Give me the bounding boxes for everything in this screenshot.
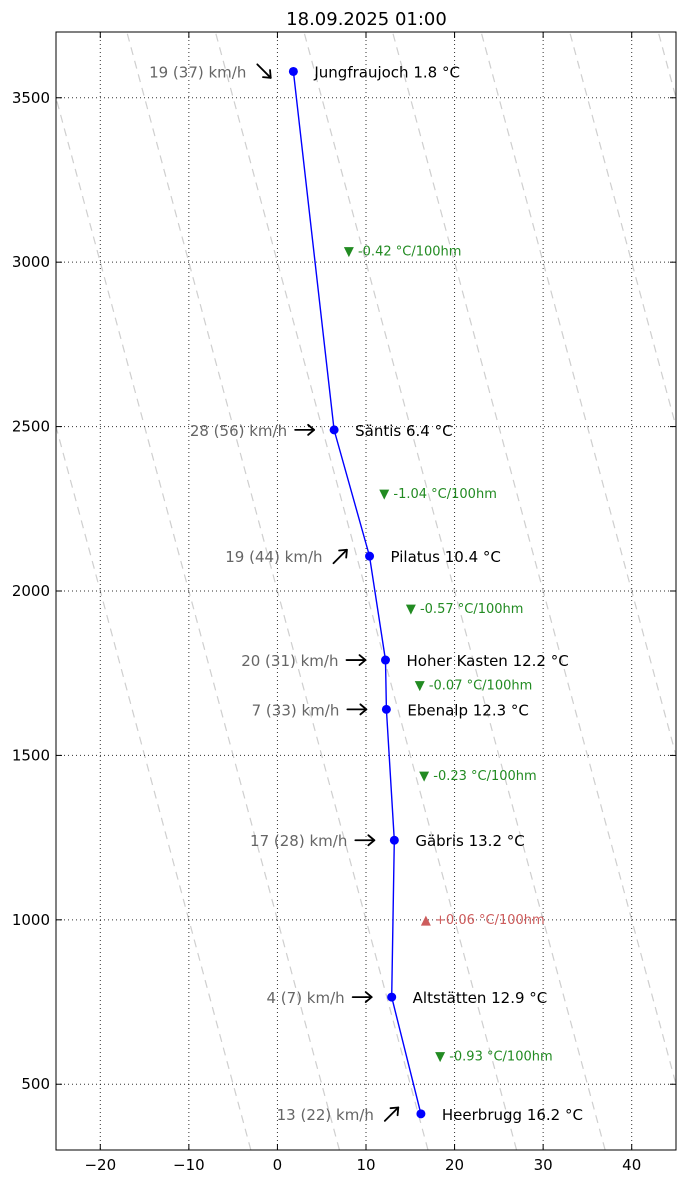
wind-arrow-icon	[256, 63, 272, 79]
wind-label: 19 (37) km/h	[149, 63, 246, 81]
station-label: Gäbris 13.2 °C	[415, 832, 524, 850]
station-label: Altstätten 12.9 °C	[413, 989, 548, 1007]
x-tick-label: 30	[534, 1156, 553, 1174]
y-tick-label: 3500	[12, 89, 50, 107]
y-tick-label: 3000	[12, 253, 50, 271]
wind-label: 4 (7) km/h	[266, 989, 344, 1007]
dry-adiabat-guides	[56, 32, 676, 1150]
station-label: Ebenalp 12.3 °C	[407, 701, 529, 719]
station-label: Pilatus 10.4 °C	[391, 548, 501, 566]
lapse-rate-label: ▼ -1.04 °C/100hm	[379, 487, 497, 502]
station-label: Säntis 6.4 °C	[355, 422, 452, 440]
station-label: Heerbrugg 16.2 °C	[442, 1106, 583, 1124]
station-point	[365, 551, 375, 561]
temperature-profile-line	[292, 71, 422, 1114]
profile-layer	[288, 66, 426, 1119]
wind-label: 19 (44) km/h	[225, 548, 322, 566]
y-tick-label: 2500	[12, 418, 50, 436]
station-point	[288, 66, 298, 76]
station-point	[389, 835, 399, 845]
dry-adiabat-line	[214, 32, 518, 1150]
station-point	[380, 655, 390, 665]
station-point	[387, 992, 397, 1002]
lapse-rate-label: ▼ -0.07 °C/100hm	[415, 679, 533, 694]
labels-layer: Jungfraujoch 1.8 °C 19 (37) km/h Säntis 6.…	[149, 63, 583, 1124]
wind-label: 28 (56) km/h	[190, 422, 287, 440]
dry-adiabat-line	[303, 32, 606, 1150]
wind-label: 17 (28) km/h	[250, 832, 347, 850]
x-tick-label: 0	[273, 1156, 283, 1174]
axes: −20 −10 0 10 20 30 40 500 1000 1500 2000 2500 3000 35…	[12, 32, 676, 1174]
wind-arrow-icon	[294, 423, 316, 436]
station-point	[416, 1109, 426, 1119]
y-tick-label: 2000	[12, 582, 50, 600]
wind-arrow-icon	[332, 548, 348, 565]
wind-arrow-icon	[383, 1106, 400, 1122]
wind-label: 20 (31) km/h	[241, 652, 338, 670]
lapse-rate-label: ▲ +0.06 °C/100hm	[421, 913, 545, 928]
y-tick-label: 1000	[12, 911, 50, 929]
station-label: Hoher Kasten 12.2 °C	[406, 652, 568, 670]
dry-adiabat-line	[480, 32, 676, 758]
chart-title: 18.09.2025 01:00	[286, 9, 447, 30]
wind-label: 13 (22) km/h	[277, 1106, 374, 1124]
x-tick-label: −10	[173, 1156, 205, 1174]
wind-label: 7 (33) km/h	[252, 701, 340, 719]
dry-adiabat-line	[126, 32, 429, 1150]
y-tick-label: 1500	[12, 746, 50, 764]
x-tick-label: 10	[356, 1156, 375, 1174]
x-tick-label: −20	[84, 1156, 116, 1174]
dry-adiabat-line	[569, 32, 676, 429]
wind-arrow-icon	[354, 834, 376, 847]
lapse-rate-label: ▼ -0.57 °C/100hm	[406, 602, 524, 617]
station-point	[381, 704, 391, 714]
station-point	[329, 425, 339, 435]
wind-arrow-icon	[345, 654, 367, 666]
wind-arrow-icon	[346, 703, 368, 716]
x-tick-label: 40	[622, 1156, 641, 1174]
x-tick-label: 20	[445, 1156, 464, 1174]
grid	[56, 32, 676, 1150]
lapse-rate-label: ▼ -0.93 °C/100hm	[435, 1050, 553, 1065]
dry-adiabat-line	[391, 32, 676, 1087]
y-tick-label: 500	[21, 1075, 50, 1093]
lapse-rate-label: ▼ -0.23 °C/100hm	[419, 769, 537, 784]
wind-arrow-icon	[351, 991, 373, 1003]
station-label: Jungfraujoch 1.8 °C	[313, 63, 460, 81]
lapse-rate-label: ▼ -0.42 °C/100hm	[344, 245, 462, 260]
